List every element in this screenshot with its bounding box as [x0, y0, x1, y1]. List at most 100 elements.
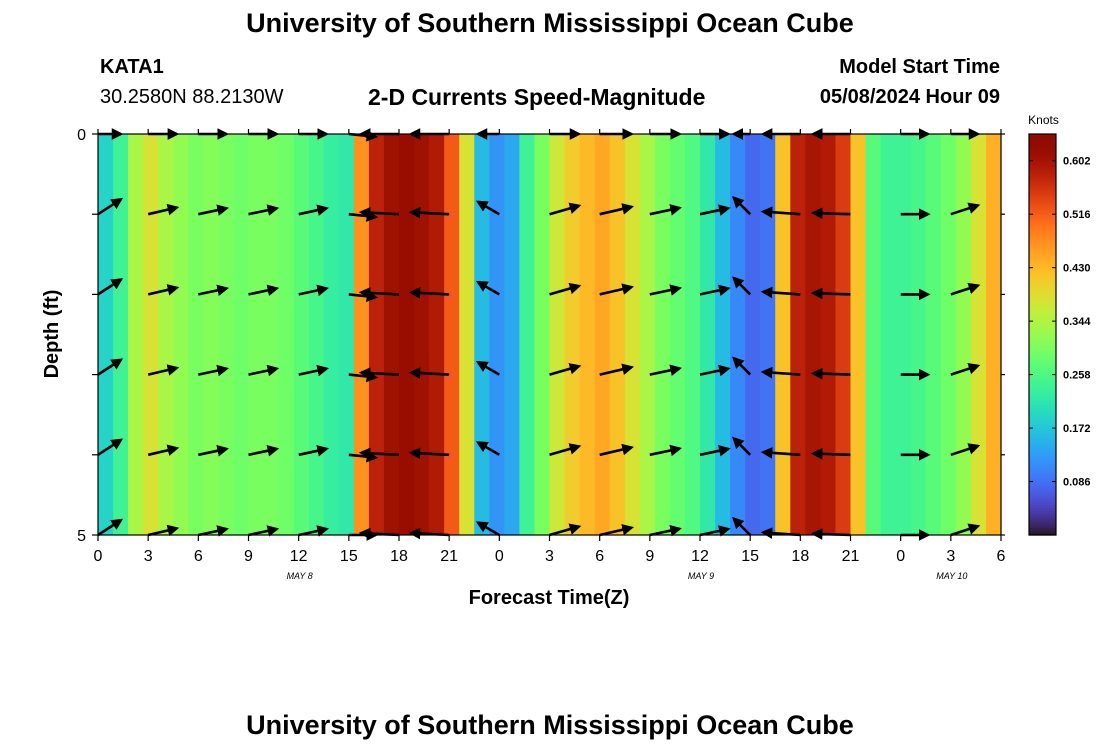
current-vector [147, 203, 180, 216]
colorbar-swatch [1029, 402, 1056, 406]
colorbar-swatch [1029, 156, 1056, 160]
colorbar-swatch [1029, 532, 1056, 536]
colorbar-swatch [1029, 266, 1056, 270]
current-vector [298, 284, 329, 297]
colorbar-swatch [1029, 467, 1056, 471]
colorbar-swatch [1029, 251, 1056, 255]
current-vector [599, 203, 634, 216]
current-vector [298, 364, 329, 377]
colorbar-swatch [1029, 191, 1056, 195]
current-speed-heatmap: 0 3 6 9 12 15 18 21 0 3 6 9 12 15 18 21 0 3 6 MAY 8 MAY 9 MAY… [41, 113, 1091, 609]
x-tick-label: 6 [194, 548, 203, 565]
current-vector [699, 445, 731, 457]
current-vector [198, 204, 229, 216]
colorbar-swatch [1029, 529, 1056, 534]
colorbar-swatch [1029, 399, 1056, 403]
colorbar-swatch [1029, 189, 1056, 193]
colorbar-swatch [1029, 434, 1056, 438]
date-label: MAY 8 [287, 571, 313, 581]
current-vector [699, 364, 731, 377]
colorbar-swatch [1029, 492, 1056, 496]
colorbar-frame [1028, 133, 1057, 536]
heatmap-cell [383, 134, 400, 535]
heatmap-cell [519, 134, 536, 535]
current-vector [549, 282, 582, 296]
colorbar-swatch [1029, 424, 1056, 428]
heatmap-cell [775, 134, 791, 535]
heatmap-cell [248, 134, 265, 535]
current-vector [732, 356, 752, 376]
colorbar-swatch [1029, 144, 1056, 148]
colorbar-swatch [1029, 512, 1056, 516]
colorbar-swatch [1029, 392, 1056, 396]
current-vector [549, 523, 582, 537]
colorbar-tick-label: 0.172 [1063, 423, 1091, 435]
current-vector [732, 516, 752, 536]
heatmap-cell [730, 134, 746, 535]
colorbar-swatch [1029, 447, 1056, 451]
current-vector [950, 363, 981, 376]
heatmap-cell [760, 134, 776, 535]
colorbar-swatch [1029, 254, 1056, 258]
heatmap-cell [534, 134, 551, 535]
colorbar-swatch [1029, 294, 1056, 298]
current-vector [248, 284, 280, 297]
heatmap-cell [925, 134, 942, 535]
colorbar-swatch [1029, 464, 1056, 468]
colorbar-swatch [1029, 337, 1056, 341]
current-vector [97, 358, 124, 376]
heatmap-cell [850, 134, 867, 535]
heatmap-cell [323, 134, 340, 535]
colorbar-swatch [1029, 352, 1056, 356]
colorbar-swatch [1029, 474, 1056, 478]
current-vector [699, 284, 731, 297]
colorbar-swatch [1029, 339, 1056, 343]
heatmap-cell [700, 134, 716, 535]
colorbar-swatch [1029, 519, 1056, 524]
heatmap-cell [594, 134, 611, 535]
colorbar-swatch [1029, 226, 1056, 230]
colorbar-swatch [1029, 489, 1056, 493]
colorbar-swatch [1029, 181, 1056, 185]
colorbar-swatch [1029, 261, 1056, 265]
colorbar-swatch [1029, 329, 1056, 333]
current-vector [475, 200, 500, 216]
current-vector [298, 445, 329, 457]
heatmap-cell [444, 134, 460, 535]
current-vector [248, 204, 280, 216]
current-vector [475, 521, 500, 537]
date-label: MAY 10 [936, 571, 967, 581]
heatmap-cell [639, 134, 656, 535]
y-axis-label: Depth (ft) [41, 290, 63, 379]
current-vector [810, 207, 851, 220]
colorbar-swatch [1029, 214, 1056, 218]
colorbar-swatch [1029, 259, 1056, 263]
colorbar: Knots 0.602 0.516 0.430 0.344 0.258 0.172 0.086 [1028, 113, 1091, 536]
colorbar-swatch [1029, 309, 1056, 313]
colorbar-swatch [1029, 331, 1056, 336]
colorbar-tick-label: 0.602 [1063, 156, 1091, 168]
chart-subtitle: 2-D Currents Speed-Magnitude [368, 84, 706, 110]
colorbar-swatch [1029, 176, 1056, 180]
colorbar-swatch [1029, 284, 1056, 288]
colorbar-swatch [1029, 344, 1056, 348]
colorbar-swatch [1029, 321, 1056, 326]
heatmap-cell [173, 134, 189, 535]
heatmap-cell [98, 134, 114, 535]
colorbar-tick-label: 0.430 [1063, 263, 1091, 275]
x-tick-label: 3 [144, 548, 153, 565]
y-tick-label: 0 [77, 127, 86, 144]
heatmap-cell [429, 134, 445, 535]
current-vector [475, 361, 500, 376]
current-vector [97, 197, 124, 216]
current-vector [950, 282, 981, 296]
colorbar-swatch [1029, 244, 1056, 248]
x-tick-label: 3 [545, 548, 554, 565]
x-tick-label: 12 [290, 548, 308, 565]
heatmap-cell [805, 134, 821, 535]
colorbar-swatch [1029, 151, 1056, 155]
colorbar-swatch [1029, 419, 1056, 423]
colorbar-swatch [1029, 404, 1056, 408]
colorbar-swatch [1029, 412, 1056, 416]
current-vector [732, 276, 752, 296]
